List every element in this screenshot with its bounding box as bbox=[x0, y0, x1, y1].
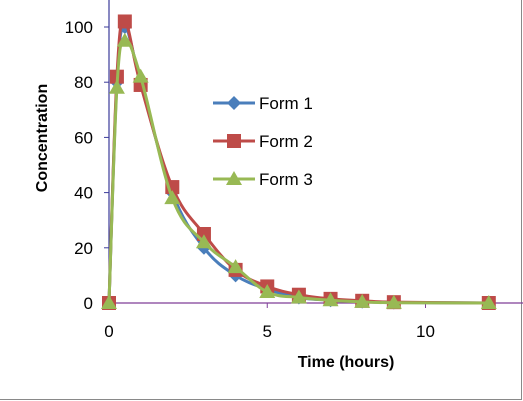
series-line bbox=[107, 25, 489, 305]
y-tick-label: 80 bbox=[74, 73, 93, 92]
data-point bbox=[164, 190, 181, 205]
data-point bbox=[259, 283, 276, 298]
x-tick-label: 0 bbox=[104, 322, 113, 341]
y-axis-title: Concentration bbox=[34, 84, 51, 192]
x-tick-label: 10 bbox=[416, 322, 435, 341]
axes bbox=[104, 0, 523, 308]
legend-marker bbox=[227, 96, 241, 110]
y-tick-label: 40 bbox=[74, 184, 93, 203]
data-point bbox=[117, 14, 132, 29]
tick-labels: 0 20 40 60 80 100 0 5 10 bbox=[65, 18, 435, 341]
y-tick-label: 20 bbox=[74, 239, 93, 258]
data-point bbox=[480, 295, 497, 309]
y-tick-label: 0 bbox=[84, 294, 93, 313]
data-point bbox=[290, 289, 307, 304]
legend-label: Form 1 bbox=[259, 94, 313, 113]
data-point bbox=[108, 79, 125, 94]
legend-label: Form 3 bbox=[259, 170, 313, 189]
data-point bbox=[227, 259, 244, 274]
legend: Form 1 Form 2 Form 3 bbox=[213, 94, 313, 189]
y-tick-label: 60 bbox=[74, 128, 93, 147]
data-point bbox=[116, 32, 133, 47]
data-point bbox=[322, 292, 339, 307]
legend-item: Form 1 bbox=[213, 94, 313, 113]
series-layer bbox=[101, 14, 497, 310]
series-form-3 bbox=[101, 32, 497, 309]
x-axis-title: Time (hours) bbox=[298, 354, 395, 371]
data-point bbox=[354, 293, 371, 308]
data-point bbox=[195, 234, 212, 249]
x-tick-label: 5 bbox=[263, 322, 272, 341]
series-line bbox=[107, 19, 489, 305]
data-point bbox=[101, 295, 117, 309]
legend-marker bbox=[227, 134, 241, 148]
legend-item: Form 2 bbox=[213, 132, 313, 151]
legend-marker bbox=[226, 171, 242, 185]
data-point bbox=[132, 68, 149, 83]
legend-item: Form 3 bbox=[213, 170, 313, 189]
legend-label: Form 2 bbox=[259, 132, 313, 151]
data-point bbox=[385, 294, 402, 309]
y-tick-label: 100 bbox=[65, 18, 93, 37]
